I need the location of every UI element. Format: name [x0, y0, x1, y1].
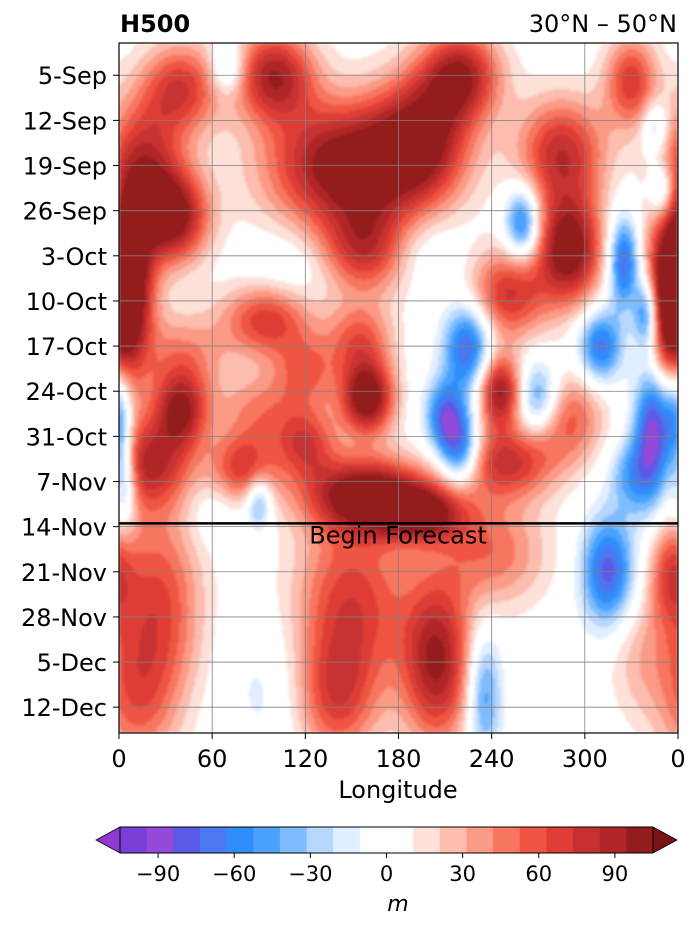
colorbar-cell-5: [253, 827, 281, 853]
colorbar-tick-label-6: 90: [602, 862, 629, 886]
colorbar-cell-2: [173, 827, 201, 853]
x-tick-label-0: 0: [111, 745, 126, 773]
x-tick-label-6: 0: [670, 745, 685, 773]
colorbar-cell-18: [599, 827, 627, 853]
colorbar-tick-label-4: 30: [449, 862, 476, 886]
colorbar-cell-1: [146, 827, 174, 853]
colorbar-label: m: [387, 892, 408, 917]
x-axis: 0 60 120 180 240 300 0: [111, 733, 686, 773]
y-axis: 5-Sep 12-Sep 19-Sep 26-Sep 3-Oct 10-Oct 17-Oct…: [21, 62, 119, 722]
colorbar-cell-16: [546, 827, 574, 853]
y-tick-label-3: 26-Sep: [23, 198, 107, 226]
colorbar-tick-label-5: 60: [525, 862, 552, 886]
colorbar-cell-17: [573, 827, 601, 853]
y-tick-label-6: 17-Oct: [26, 333, 107, 361]
y-tick-label-14: 12-Dec: [21, 694, 107, 722]
x-tick-label-4: 240: [469, 745, 515, 773]
colorbar-extend-high: [652, 826, 678, 854]
colorbar-cell-19: [626, 827, 654, 853]
colorbar-cell-0: [120, 827, 148, 853]
colorbar-cell-7: [306, 827, 334, 853]
y-tick-label-9: 7-Nov: [36, 469, 107, 497]
colorbar: −90 −60 −30 0 30 60 90: [95, 826, 678, 886]
colorbar-tick-label-0: −90: [136, 862, 180, 886]
y-tick-label-5: 10-Oct: [26, 288, 107, 316]
y-tick-label-1: 12-Sep: [23, 107, 107, 135]
colorbar-cell-13: [466, 827, 494, 853]
colorbar-tick-label-1: −60: [212, 862, 256, 886]
colorbar-cell-9: [359, 827, 388, 853]
y-tick-label-12: 28-Nov: [21, 604, 107, 632]
y-tick-label-2: 19-Sep: [23, 153, 107, 181]
colorbar-cell-11: [413, 827, 441, 853]
y-tick-label-8: 31-Oct: [26, 423, 107, 451]
x-tick-label-1: 60: [197, 745, 228, 773]
x-tick-label-3: 180: [376, 745, 422, 773]
y-tick-label-13: 5-Dec: [37, 649, 107, 677]
colorbar-cell-15: [519, 827, 547, 853]
y-tick-label-11: 21-Nov: [21, 559, 107, 587]
colorbar-tick-label-3: 0: [380, 862, 393, 886]
chart-title: H500: [120, 10, 190, 38]
y-tick-label-10: 14-Nov: [21, 514, 107, 542]
grid-lines: [119, 43, 678, 733]
colorbar-cell-14: [493, 827, 521, 853]
x-axis-label: Longitude: [338, 776, 457, 804]
y-tick-label-7: 24-Oct: [26, 378, 107, 406]
colorbar-cell-4: [226, 827, 254, 853]
plot-area: [119, 43, 678, 733]
colorbar-cell-10: [386, 827, 414, 853]
x-tick-label-5: 300: [562, 745, 608, 773]
colorbar-cell-8: [333, 827, 361, 853]
colorbar-tick-label-2: −30: [288, 862, 332, 886]
y-tick-label-4: 3-Oct: [41, 243, 107, 271]
chart-subtitle: 30°N – 50°N: [529, 10, 677, 38]
forecast-label: Begin Forecast: [309, 521, 487, 549]
colorbar-cell-3: [199, 827, 228, 853]
colorbar-extend-low: [95, 826, 121, 854]
colorbar-cell-12: [439, 827, 468, 853]
colorbar-cell-6: [279, 827, 308, 853]
x-tick-label-2: 120: [282, 745, 328, 773]
y-tick-label-0: 5-Sep: [38, 62, 107, 90]
